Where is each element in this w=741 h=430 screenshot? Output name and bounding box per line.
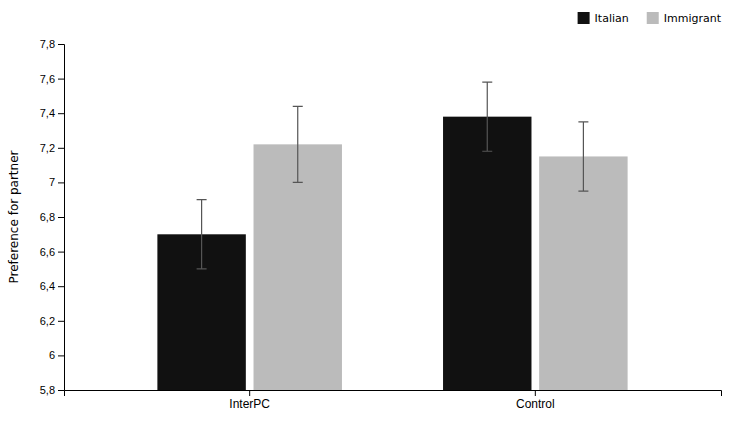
y-tick-mark [58, 44, 64, 45]
y-tick-mark [58, 390, 64, 391]
y-tick: 6,4 [40, 280, 64, 292]
y-tick: 7,8 [40, 38, 64, 50]
y-tick-mark [58, 113, 64, 114]
x-tick-label: InterPC [229, 397, 270, 411]
y-tick-label: 7,6 [40, 73, 55, 85]
x-tick-mark [535, 390, 536, 396]
y-axis: 5,8 6 6,2 6,4 6,6 6,8 7 7,2 7,4 7,6 7,8 [40, 38, 65, 396]
y-tick-mark [58, 217, 64, 218]
legend: Italian Immigrant [578, 12, 722, 25]
x-tick: InterPC [229, 390, 270, 411]
y-tick-mark [58, 321, 64, 322]
y-tick-mark [58, 252, 64, 253]
error-bar [197, 200, 207, 269]
legend-item: Italian [578, 12, 629, 25]
x-axis-line [65, 391, 722, 397]
y-tick: 7,4 [40, 107, 64, 119]
marks [157, 82, 627, 390]
legend-swatch [647, 12, 659, 24]
series [254, 106, 628, 390]
y-tick-label: 7,2 [40, 142, 55, 154]
y-tick-label: 6,6 [40, 246, 55, 258]
y-tick-label: 6 [49, 349, 55, 361]
error-bar [293, 106, 303, 182]
y-tick-mark [58, 355, 64, 356]
y-axis-title: Preference for partner [7, 150, 21, 283]
y-axis-line [58, 45, 65, 391]
y-tick-label: 6,4 [40, 280, 55, 292]
y-tick-mark [58, 182, 64, 183]
x-tick-mark [249, 390, 250, 396]
y-tick-label: 7,4 [40, 107, 55, 119]
y-tick-label: 5,8 [40, 384, 55, 396]
legend-item: Immigrant [647, 12, 722, 25]
y-tick-mark [58, 286, 64, 287]
error-bar [578, 122, 588, 191]
legend-label: Italian [595, 12, 629, 25]
plot: 5,8 6 6,2 6,4 6,6 6,8 7 7,2 7,4 7,6 7,8 InterPC Cont… [40, 38, 722, 411]
legend-label: Immigrant [664, 12, 722, 25]
chart: 5,8 6 6,2 6,4 6,6 6,8 7 7,2 7,4 7,6 7,8 InterPC Cont… [0, 0, 741, 430]
y-tick: 7,2 [40, 142, 64, 154]
y-tick-label: 7 [49, 176, 55, 188]
x-tick-label: Control [516, 397, 555, 411]
x-tick: Control [516, 390, 555, 411]
legend-swatch [578, 12, 590, 24]
y-tick-mark [58, 79, 64, 80]
y-tick-label: 6,2 [40, 315, 55, 327]
y-tick: 6,6 [40, 246, 64, 258]
y-tick: 5,8 [40, 384, 64, 396]
bar [443, 117, 531, 390]
y-tick-mark [58, 148, 64, 149]
error-bar [482, 82, 492, 151]
x-axis: InterPC Control [65, 390, 722, 411]
y-tick-label: 6,8 [40, 211, 55, 223]
series [157, 82, 531, 390]
y-tick: 6 [49, 349, 64, 361]
y-tick-label: 7,8 [40, 38, 55, 50]
y-tick: 7,6 [40, 73, 64, 85]
y-tick: 6,2 [40, 315, 64, 327]
y-tick: 7 [49, 176, 64, 188]
y-tick: 6,8 [40, 211, 64, 223]
